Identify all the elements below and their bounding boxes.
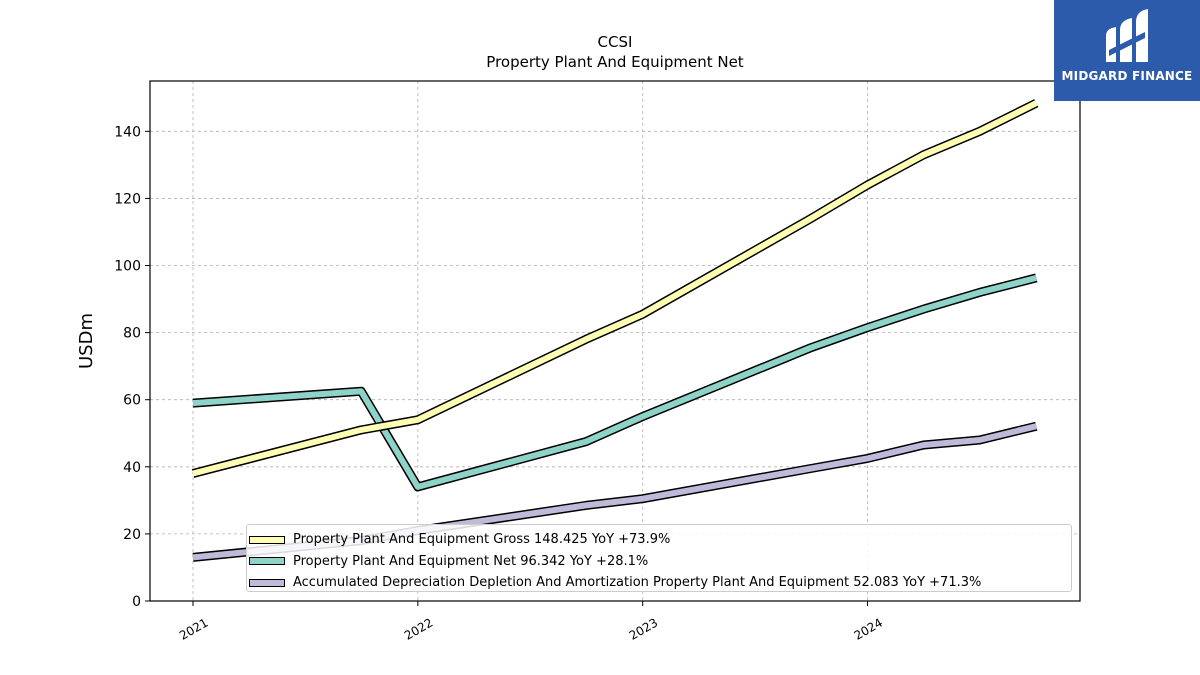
- chart-title: CCSI: [597, 33, 633, 51]
- series-outline: [191, 99, 1039, 478]
- y-tick-label: 40: [123, 460, 141, 476]
- plot-frame: [149, 80, 1081, 602]
- series-core: [192, 100, 1038, 477]
- legend-item: Property Plant And Equipment Net 96.342 …: [247, 551, 1071, 573]
- series-line-0: [191, 99, 1039, 478]
- legend-swatch: [249, 578, 285, 587]
- legend-label: Accumulated Depreciation Depletion And A…: [293, 575, 982, 591]
- grid-lines: [150, 81, 1080, 601]
- series-outline: [192, 273, 1038, 492]
- x-tick-label: 2023: [627, 615, 660, 642]
- y-tick-label: 0: [132, 594, 141, 610]
- x-tick-label: 2021: [177, 615, 210, 642]
- y-tick-label: 80: [123, 326, 141, 342]
- legend-swatch: [249, 535, 285, 544]
- y-tick-label: 20: [123, 527, 141, 543]
- y-tick-label: 100: [114, 259, 141, 275]
- y-axis-label: USDm: [76, 313, 97, 369]
- y-tick-label: 120: [114, 191, 141, 207]
- x-tick-label: 2024: [852, 615, 885, 642]
- x-tick-label: 2022: [402, 615, 435, 642]
- y-tick-label: 60: [123, 393, 141, 409]
- chart-subtitle: Property Plant And Equipment Net: [486, 53, 744, 71]
- x-axis: 2021 2022 2023 2024: [177, 601, 885, 643]
- legend-label: Property Plant And Equipment Net 96.342 …: [293, 553, 649, 569]
- series-layer: [191, 99, 1039, 562]
- midgard-finance-logo: MIDGARD FINANCE: [1054, 0, 1200, 101]
- logo-mark-icon: [1106, 9, 1148, 62]
- y-axis: 0 20 40 60 80 100 120 140: [114, 124, 150, 610]
- legend-item: Property Plant And Equipment Gross 148.4…: [247, 529, 1071, 551]
- legend-label: Property Plant And Equipment Gross 148.4…: [293, 532, 671, 548]
- logo-text: MIDGARD FINANCE: [1061, 69, 1193, 83]
- series-line-1: [192, 273, 1038, 492]
- legend-swatch: [249, 557, 285, 566]
- legend-item: Accumulated Depreciation Depletion And A…: [247, 572, 1071, 594]
- series-core: [192, 274, 1038, 490]
- legend: Property Plant And Equipment Gross 148.4…: [246, 524, 1072, 592]
- y-tick-label: 140: [114, 124, 141, 140]
